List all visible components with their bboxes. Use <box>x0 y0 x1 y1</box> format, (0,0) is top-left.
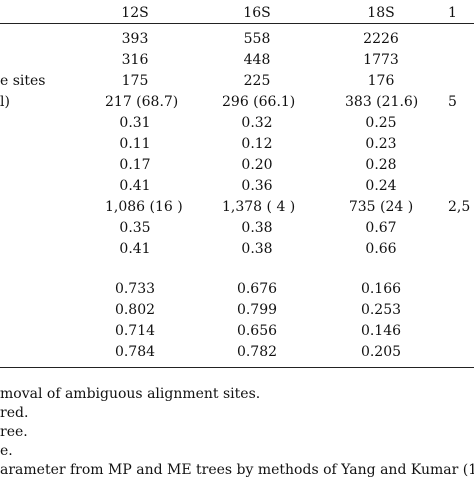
table-cell: 558 <box>243 31 271 47</box>
footnote: red. <box>0 405 29 421</box>
table-cell: 296 (66.1) <box>222 94 296 110</box>
bottom-rule <box>0 367 474 368</box>
table-cell: 0.17 <box>119 157 151 173</box>
table-cell: 448 <box>243 52 271 68</box>
table-cell: 0.24 <box>365 178 397 194</box>
column-header-4: 1 <box>448 5 457 21</box>
table-cell: 0.253 <box>360 302 402 318</box>
table-cell: 2,5 <box>448 199 471 215</box>
table-cell: 0.12 <box>241 136 273 152</box>
table-cell: 5 <box>448 94 457 110</box>
table-cell: 0.146 <box>360 323 402 339</box>
table-cell: 0.38 <box>241 241 273 257</box>
table-cell: 176 <box>367 73 395 89</box>
table-cell: 0.67 <box>365 220 397 236</box>
header-rule <box>0 23 474 24</box>
table-cell: 0.23 <box>365 136 397 152</box>
footnote: moval of ambiguous alignment sites. <box>0 386 261 402</box>
table-cell: 0.66 <box>365 241 397 257</box>
column-header-12s: 12S <box>121 5 149 21</box>
table-cell: 225 <box>243 73 271 89</box>
table-cell: 0.31 <box>119 115 151 131</box>
table-cell: 0.11 <box>119 136 151 152</box>
table-cell: 0.656 <box>236 323 278 339</box>
table-cell: 316 <box>121 52 149 68</box>
footnote: e. <box>0 443 13 459</box>
table-cell: 0.28 <box>365 157 397 173</box>
footnote: ree. <box>0 424 28 440</box>
table-cell: 0.36 <box>241 178 273 194</box>
table-cell: 0.676 <box>236 281 278 297</box>
table-cell: 383 (21.6) <box>345 94 419 110</box>
table-cell: 1,378 ( 4 ) <box>222 199 296 215</box>
table-cell: 0.205 <box>360 344 402 360</box>
table-cell: 175 <box>121 73 149 89</box>
table-cell: 0.25 <box>365 115 397 131</box>
table-cell: 0.784 <box>114 344 156 360</box>
table-cell: 0.41 <box>119 241 151 257</box>
table-cell: 2226 <box>363 31 399 47</box>
table-cell: 0.782 <box>236 344 278 360</box>
column-header-16s: 16S <box>243 5 271 21</box>
table-cell: 1,086 (16 ) <box>105 199 183 215</box>
table-cell: 0.166 <box>360 281 402 297</box>
table-cell: 0.802 <box>114 302 156 318</box>
table-cell: 0.799 <box>236 302 278 318</box>
row-label-informative: l) <box>0 94 10 110</box>
table-cell: 1773 <box>363 52 399 68</box>
table-cell: 735 (24 ) <box>348 199 414 215</box>
table-cell: 0.32 <box>241 115 273 131</box>
footnote: arameter from MP and ME trees by methods… <box>0 462 474 478</box>
table-cell: 393 <box>121 31 149 47</box>
row-label-variable-sites: e sites <box>0 73 46 89</box>
column-header-18s: 18S <box>367 5 395 21</box>
table-cell: 0.714 <box>114 323 156 339</box>
table-cell: 0.38 <box>241 220 273 236</box>
table-cell: 217 (68.7) <box>105 94 179 110</box>
table-cell: 0.733 <box>114 281 156 297</box>
table-cell: 0.20 <box>241 157 273 173</box>
table-cell: 0.41 <box>119 178 151 194</box>
table-cell: 0.35 <box>119 220 151 236</box>
